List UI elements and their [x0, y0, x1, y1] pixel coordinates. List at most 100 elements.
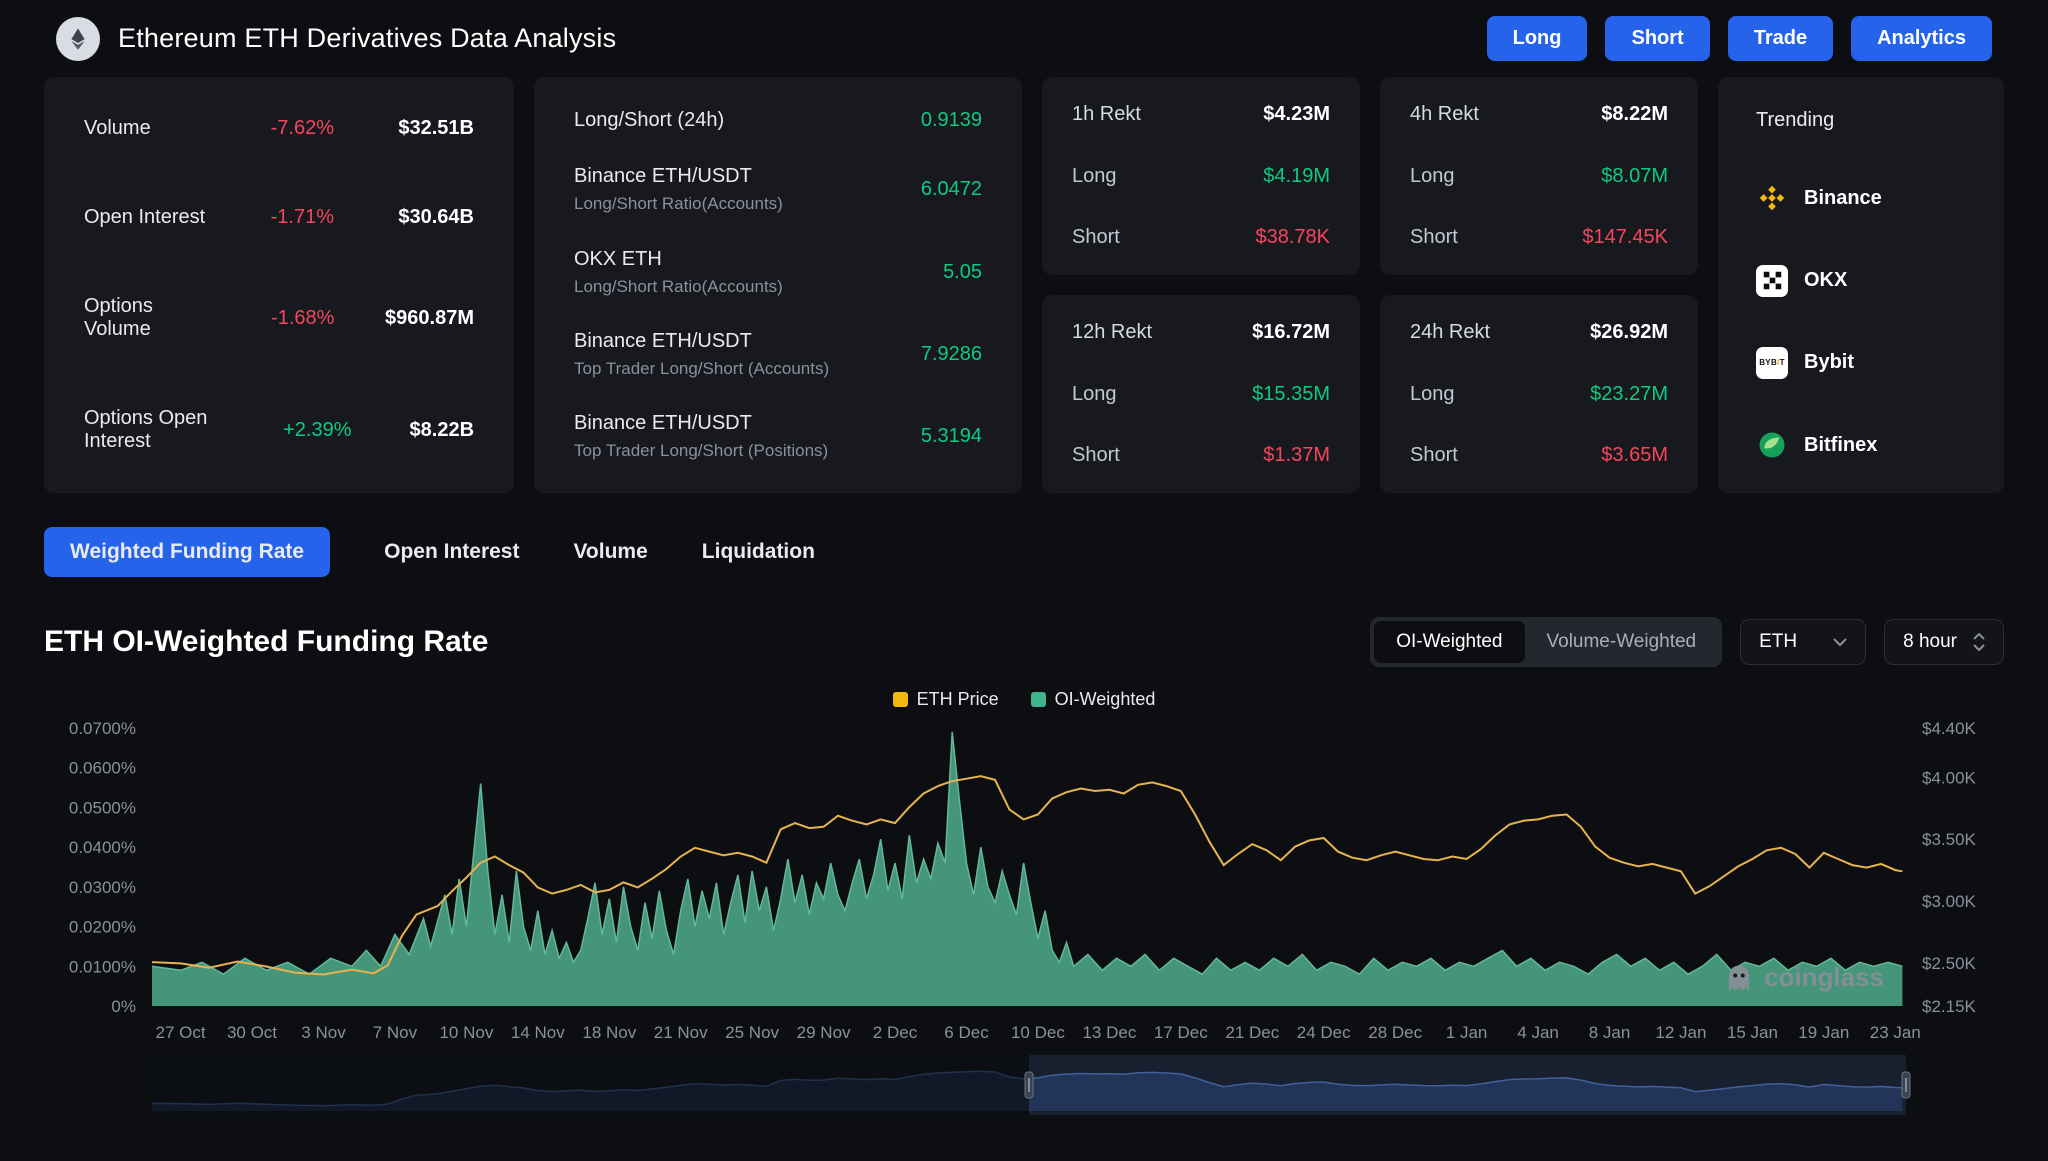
rekt-long-label: Long: [1410, 164, 1455, 187]
svg-text:21 Nov: 21 Nov: [654, 1023, 708, 1042]
trending-title: Trending: [1756, 109, 1835, 131]
stat-row-open-interest: Open Interest -1.71% $30.64B: [84, 206, 474, 229]
stat-row-options-volume: Options Volume -1.68% $960.87M: [84, 295, 474, 341]
legend-eth-price[interactable]: ETH Price: [892, 689, 999, 710]
svg-text:$4.00K: $4.00K: [1922, 768, 1977, 787]
svg-text:1 Jan: 1 Jan: [1446, 1023, 1488, 1042]
short-button[interactable]: Short: [1605, 16, 1710, 61]
trending-item-label: Bybit: [1804, 351, 1854, 374]
chart-navigator[interactable]: [44, 1055, 2004, 1120]
svg-text:3 Nov: 3 Nov: [301, 1023, 346, 1042]
trade-button[interactable]: Trade: [1727, 16, 1834, 61]
legend-oi-weighted[interactable]: OI-Weighted: [1030, 689, 1156, 710]
svg-text:10 Dec: 10 Dec: [1011, 1023, 1065, 1042]
stat-label: Volume: [84, 117, 151, 139]
svg-text:17 Dec: 17 Dec: [1154, 1023, 1208, 1042]
ls-row: Long/Short (24h) 0.9139: [574, 109, 982, 132]
svg-text:$2.50K: $2.50K: [1922, 954, 1977, 973]
tab-volume[interactable]: Volume: [573, 540, 648, 563]
tab-weighted-funding-rate[interactable]: Weighted Funding Rate: [44, 527, 331, 577]
funding-rate-chart: 0% 0.0100% 0.0200% 0.0300% 0.0400% 0.0500% 0.0…: [44, 716, 2004, 1053]
ls-row: OKX ETH Long/Short Ratio(Accounts) 5.05: [574, 248, 982, 297]
svg-text:$3.00K: $3.00K: [1922, 892, 1977, 911]
svg-text:29 Nov: 29 Nov: [797, 1023, 851, 1042]
rekt-short-value: $147.45K: [1582, 226, 1668, 248]
ls-label: OKX ETH: [574, 247, 662, 270]
svg-text:24 Dec: 24 Dec: [1297, 1023, 1351, 1042]
ls-label: Binance ETH/USDT: [574, 329, 752, 352]
rekt-title: 1h Rekt: [1072, 103, 1141, 125]
trending-item-binance[interactable]: Binance: [1756, 182, 1966, 214]
weighting-toggle: OI-Weighted Volume-Weighted: [1370, 617, 1723, 667]
stat-row-volume: Volume -7.62% $32.51B: [84, 117, 474, 140]
rekt-total: $4.23M: [1263, 103, 1330, 125]
tab-liquidation[interactable]: Liquidation: [701, 540, 815, 563]
chart-tabs: Weighted Funding Rate Open Interest Volu…: [44, 527, 2004, 577]
rekt-long-value: $23.27M: [1590, 382, 1668, 405]
svg-text:10 Nov: 10 Nov: [439, 1023, 493, 1042]
svg-text:0.0500%: 0.0500%: [69, 798, 136, 817]
svg-text:25 Nov: 25 Nov: [725, 1023, 779, 1042]
rekt-column-2: 4h Rekt $8.22M Long $8.07M Short $147.45K 2…: [1380, 77, 1698, 493]
rekt-1h-panel: 1h Rekt $4.23M Long $4.19M Short $38.78K: [1042, 77, 1360, 275]
rekt-long-label: Long: [1072, 164, 1117, 187]
symbol-select[interactable]: ETH: [1740, 619, 1867, 665]
rekt-long-label: Long: [1410, 382, 1455, 405]
ls-value: 5.3194: [920, 425, 982, 447]
rekt-short-label: Short: [1072, 444, 1120, 466]
stat-change: -1.71%: [270, 206, 334, 228]
chart-controls: OI-Weighted Volume-Weighted ETH 8 hour: [1370, 617, 2004, 667]
trending-item-label: Bitfinex: [1804, 433, 1878, 456]
stat-row-options-open-interest: Options Open Interest +2.39% $8.22B: [84, 407, 474, 453]
stat-value: $960.87M: [385, 306, 474, 329]
coinglass-watermark: coinglass: [1724, 962, 1884, 993]
trending-item-bitfinex[interactable]: Bitfinex: [1756, 429, 1966, 461]
trending-item-label: OKX: [1804, 269, 1848, 291]
long-button[interactable]: Long: [1486, 16, 1588, 61]
toggle-volume-weighted[interactable]: Volume-Weighted: [1546, 631, 1697, 652]
ls-sublabel: Long/Short Ratio(Accounts): [574, 194, 783, 214]
legend-label: OI-Weighted: [1054, 689, 1156, 709]
svg-text:$4.40K: $4.40K: [1922, 719, 1977, 738]
watermark-text: coinglass: [1764, 962, 1884, 992]
rekt-total: $26.92M: [1590, 321, 1668, 343]
toggle-oi-weighted[interactable]: OI-Weighted: [1374, 621, 1525, 663]
bybit-icon: BYBIT: [1756, 346, 1788, 379]
rekt-column-1: 1h Rekt $4.23M Long $4.19M Short $38.78K 12…: [1042, 77, 1360, 493]
interval-select[interactable]: 8 hour: [1884, 619, 2004, 665]
svg-text:0.0100%: 0.0100%: [69, 957, 136, 976]
analytics-button[interactable]: Analytics: [1851, 16, 1992, 61]
chart-legend: ETH Price OI-Weighted: [0, 689, 2048, 710]
svg-text:4 Jan: 4 Jan: [1517, 1023, 1559, 1042]
stat-change: +2.39%: [283, 418, 352, 441]
rekt-long-value: $8.07M: [1601, 164, 1668, 187]
rekt-long-value: $4.19M: [1263, 164, 1330, 187]
ls-value: 5.05: [943, 260, 982, 283]
trending-item-okx[interactable]: OKX: [1756, 264, 1966, 297]
rekt-short-label: Short: [1410, 226, 1458, 248]
top-panels: Volume -7.62% $32.51B Open Interest -1.7…: [44, 77, 2004, 493]
ls-sublabel: Long/Short Ratio(Accounts): [574, 276, 783, 296]
svg-text:0%: 0%: [111, 997, 136, 1016]
stat-value: $8.22B: [409, 418, 475, 441]
navigator-canvas[interactable]: [44, 1055, 2004, 1115]
ls-label: Binance ETH/USDT: [574, 412, 752, 434]
stat-label: Options Volume: [84, 295, 153, 340]
ls-row: Binance ETH/USDT Top Trader Long/Short (…: [574, 412, 982, 461]
svg-text:0.0300%: 0.0300%: [69, 878, 136, 897]
header-buttons: Long Short Trade Analytics: [1486, 16, 1992, 61]
ls-row: Binance ETH/USDT Top Trader Long/Short (…: [574, 330, 982, 379]
bitfinex-icon: [1756, 429, 1788, 461]
tab-open-interest[interactable]: Open Interest: [384, 540, 520, 563]
trending-item-bybit[interactable]: BYBIT Bybit: [1756, 346, 1966, 379]
ls-row: Binance ETH/USDT Long/Short Ratio(Accoun…: [574, 165, 982, 214]
rekt-short-value: $38.78K: [1255, 226, 1330, 248]
interval-select-value: 8 hour: [1903, 631, 1957, 652]
trending-item-label: Binance: [1804, 186, 1882, 209]
ls-label: Binance ETH/USDT: [574, 165, 752, 188]
svg-text:$3.50K: $3.50K: [1922, 830, 1977, 849]
svg-text:23 Jan: 23 Jan: [1870, 1023, 1921, 1042]
stat-value: $30.64B: [398, 206, 474, 228]
ls-value: 6.0472: [920, 178, 982, 201]
header: Ethereum ETH Derivatives Data Analysis L…: [0, 0, 2048, 71]
